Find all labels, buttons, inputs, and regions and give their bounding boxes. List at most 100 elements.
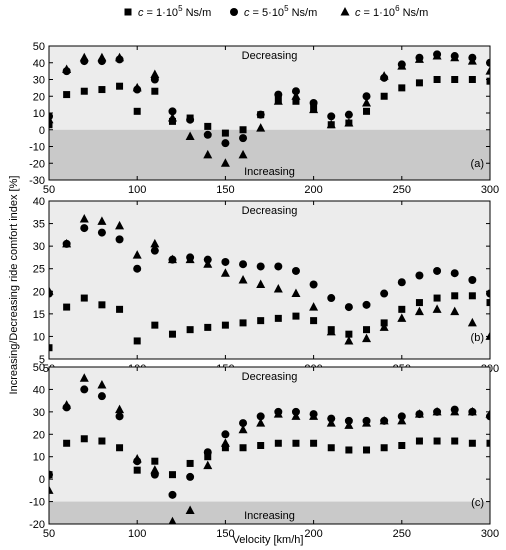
y-tick-label: -10 bbox=[29, 497, 45, 509]
triangle-point bbox=[132, 453, 142, 463]
x-tick-label: 150 bbox=[216, 184, 234, 196]
legend-entry-label: c = 1·106 Ns/m bbox=[355, 4, 428, 19]
circle-point bbox=[221, 257, 230, 266]
triangle-point bbox=[49, 114, 54, 124]
circle-point bbox=[397, 278, 406, 287]
y-tick-label: -20 bbox=[29, 519, 45, 531]
circle-point bbox=[97, 228, 106, 237]
panel-c: -20 -10 0 10 20 30 40 50 50 100 150 200 250 300 Decrea… bbox=[29, 362, 499, 540]
circle-point bbox=[221, 430, 230, 439]
triangle-point bbox=[432, 406, 442, 416]
triangle-point bbox=[203, 460, 213, 470]
square-point bbox=[49, 121, 53, 129]
decreasing-label: Decreasing bbox=[242, 205, 298, 217]
square-point bbox=[274, 439, 282, 447]
triangle-point bbox=[273, 409, 283, 418]
data-points bbox=[49, 373, 490, 524]
circle-point bbox=[256, 262, 265, 271]
y-tick-label: 35 bbox=[33, 219, 45, 231]
triangle-point bbox=[379, 322, 389, 331]
triangle-point bbox=[362, 418, 372, 427]
triangle-point bbox=[397, 313, 407, 322]
y-tick-label: 30 bbox=[33, 407, 45, 419]
square-point bbox=[433, 294, 441, 302]
triangle-point bbox=[450, 306, 460, 316]
triangle-point bbox=[97, 216, 107, 225]
y-tick-label: 50 bbox=[33, 41, 45, 53]
square-point bbox=[363, 107, 371, 115]
decreasing-label: Decreasing bbox=[242, 371, 298, 383]
y-tick-label: 0 bbox=[39, 474, 45, 486]
x-tick-label: 200 bbox=[304, 184, 322, 196]
square-point bbox=[80, 435, 88, 443]
triangle-point bbox=[309, 411, 319, 420]
square-point bbox=[257, 317, 265, 325]
triangle-point bbox=[326, 418, 336, 427]
decreasing-region bbox=[49, 201, 490, 359]
triangle-point bbox=[220, 158, 230, 167]
legend-circle-marker bbox=[230, 8, 238, 16]
y-tick-label: 30 bbox=[33, 241, 45, 253]
increasing-label: Increasing bbox=[244, 166, 295, 178]
triangle-point bbox=[291, 91, 301, 100]
square-point bbox=[221, 444, 229, 452]
triangle-point bbox=[97, 52, 107, 62]
circle-point bbox=[49, 470, 53, 479]
triangle-point bbox=[167, 113, 177, 122]
data-points bbox=[49, 214, 490, 352]
square-point bbox=[292, 439, 300, 447]
circle-point bbox=[327, 294, 336, 303]
triangle-point bbox=[256, 123, 266, 132]
square-point bbox=[363, 446, 371, 454]
circle-point bbox=[239, 134, 248, 143]
panel-a: -30 -20 -10 0 10 20 30 40 50 50 100 150 200 250 300 Dec… bbox=[29, 41, 499, 196]
legend-entry-label: c = 5·105 Ns/m bbox=[244, 4, 317, 19]
triangle-point bbox=[185, 131, 195, 140]
y-tick-label: -10 bbox=[29, 142, 45, 154]
square-point bbox=[239, 319, 247, 327]
square-point bbox=[292, 97, 300, 105]
circle-point bbox=[274, 90, 283, 99]
triangle-point bbox=[273, 284, 283, 293]
circle-point bbox=[221, 139, 230, 148]
triangle-point bbox=[467, 406, 477, 416]
circle-point bbox=[80, 385, 89, 394]
square-point bbox=[451, 76, 459, 83]
decreasing-label: Decreasing bbox=[242, 50, 298, 62]
square-point bbox=[239, 444, 247, 452]
y-tick-label: 20 bbox=[33, 429, 45, 441]
triangle-point bbox=[220, 438, 230, 447]
y-tick-label: 40 bbox=[33, 384, 45, 396]
circle-point bbox=[362, 92, 371, 101]
triangle-point bbox=[185, 254, 195, 264]
circle-point bbox=[150, 246, 159, 255]
triangle-point bbox=[168, 516, 177, 524]
circle-point bbox=[203, 130, 212, 139]
y-tick-label: -30 bbox=[29, 175, 45, 187]
x-tick-label: 50 bbox=[43, 184, 55, 196]
panel-label: (b) bbox=[471, 332, 484, 344]
panel-label: (c) bbox=[471, 497, 484, 509]
square-point bbox=[133, 107, 141, 115]
legend-square-marker bbox=[124, 8, 132, 16]
square-point bbox=[80, 87, 88, 95]
triangle-point bbox=[432, 304, 442, 313]
triangle-point bbox=[362, 333, 372, 343]
square-point bbox=[468, 76, 476, 83]
panel-label: (a) bbox=[471, 158, 484, 170]
triangle-point bbox=[414, 409, 424, 418]
triangle-point bbox=[344, 420, 354, 429]
triangle-point bbox=[309, 104, 319, 114]
triangle-point bbox=[450, 406, 460, 416]
triangle-point bbox=[79, 373, 89, 382]
circle-point bbox=[433, 266, 442, 275]
triangle-point bbox=[362, 97, 372, 107]
triangle-point bbox=[150, 465, 160, 474]
square-point bbox=[151, 457, 159, 465]
circle-point bbox=[380, 289, 389, 298]
circle-point bbox=[468, 276, 477, 284]
square-point bbox=[204, 453, 212, 461]
square-point bbox=[239, 126, 247, 134]
square-point bbox=[380, 444, 388, 452]
square-point bbox=[433, 76, 441, 83]
